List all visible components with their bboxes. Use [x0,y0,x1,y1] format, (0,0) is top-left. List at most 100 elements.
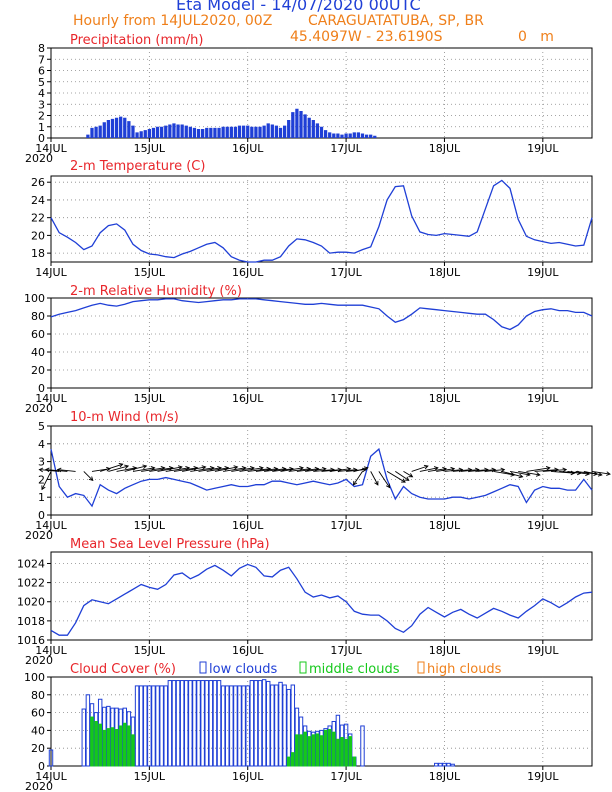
precip-bar [299,111,303,138]
low-cloud-bar [175,680,181,767]
wind-arrow [39,469,60,472]
x-tick-label: 17JUL [330,142,362,155]
wind-arrow [165,467,190,472]
precip-bar [287,120,291,138]
low-cloud-bar [265,680,271,767]
wind-arrow-head [554,467,559,473]
precip-bar [196,129,201,138]
wind-arrow [272,468,294,472]
precip-bar [315,123,320,138]
middle-cloud-bar [295,734,299,767]
series-line [50,179,593,263]
middle-cloud-bar [331,731,336,767]
wind-arrow [108,465,129,472]
precip-bar [307,117,311,138]
y-tick-label: 0 [38,382,45,395]
low-cloud-bar [196,680,201,767]
y-tick-label: 24 [31,194,45,207]
x-tick-label: 18JUL [429,266,461,279]
precip-bar [172,123,176,138]
low-cloud-bar [208,680,214,767]
x-year-label: 2020 [25,402,53,415]
low-cloud-bar [245,685,250,767]
low-cloud-bar [233,685,238,767]
low-cloud-bar [270,684,275,767]
wind-arrow [427,468,447,472]
wind-arrow [403,471,413,478]
panel-frame [50,47,593,139]
low-cloud-bar [442,762,447,767]
precip-bar [369,134,373,138]
precip-bar [332,133,336,138]
middle-cloud-bar [344,738,348,767]
wind-arrow [116,467,137,472]
precip-bar [90,127,94,138]
wind-arrow [518,470,540,476]
low-cloud-bar [163,685,168,767]
y-tick-label: 5 [38,76,45,89]
low-cloud-bar [134,685,140,767]
x-tick-label: 15JUL [134,142,166,155]
elevation-label: 0 m [518,29,554,45]
wind-arrow [247,468,271,472]
precip-bar [364,134,369,138]
wind-arrow [567,470,590,475]
y-tick-label: 0 [38,509,45,522]
x-tick-label: 17JUL [330,266,362,279]
y-tick-label: 1020 [17,596,45,609]
low-cloud-bar [159,685,164,767]
panel-2 [47,175,593,266]
precip-bar [229,126,233,138]
y-tick-label: 6 [38,65,45,78]
wind-arrow [223,467,246,472]
middle-cloud-bar [336,738,340,767]
wind-arrow-head [545,466,551,471]
series-line [50,447,593,508]
panel-title: Mean Sea Level Pressure (hPa) [70,537,270,552]
wind-arrow [173,467,198,472]
precip-bar [221,126,225,138]
wind-arrow [386,471,406,483]
middle-cloud-bar [90,716,94,767]
middle-cloud-bar [307,736,312,767]
wind-arrow-head [385,483,391,489]
x-year-label: 2020 [25,780,53,792]
wind-arrow-head [404,476,410,481]
series-line [50,298,593,331]
precip-bar [241,125,246,138]
precip-bar [250,126,254,138]
wind-arrow-head [408,473,414,478]
middle-cloud-bar [98,723,102,767]
precip-bar [344,133,348,138]
low-cloud-bar [282,684,287,767]
x-year-label: 2020 [25,152,53,165]
wind-arrow-head [352,480,358,486]
wind-arrow [264,468,286,472]
legend-swatch [417,661,425,674]
low-cloud-bar [253,680,259,767]
x-tick-label: 19JUL [527,519,559,532]
precip-bar [336,133,340,138]
x-year-label: 2020 [25,654,53,667]
precip-bar [139,131,143,138]
wind-arrow [436,468,455,472]
precip-bar [348,133,352,138]
precip-bar [114,117,119,138]
wind-arrow [190,467,214,472]
middle-cloud-bar [327,729,332,767]
middle-cloud-bar [110,727,115,767]
precip-bar [295,108,299,138]
wind-arrow [182,466,206,472]
precip-bar [270,124,274,138]
x-tick-label: 17JUL [330,644,362,657]
low-cloud-bar [192,680,197,767]
y-tick-label: 7 [38,53,45,66]
low-cloud-bar [450,763,455,767]
precip-bar [233,126,238,138]
x-tick-label: 14JUL [35,644,67,657]
precip-bar [143,130,147,138]
y-tick-label: 100 [24,671,45,684]
y-tick-label: 4 [38,87,45,100]
wind-arrow [100,463,123,472]
